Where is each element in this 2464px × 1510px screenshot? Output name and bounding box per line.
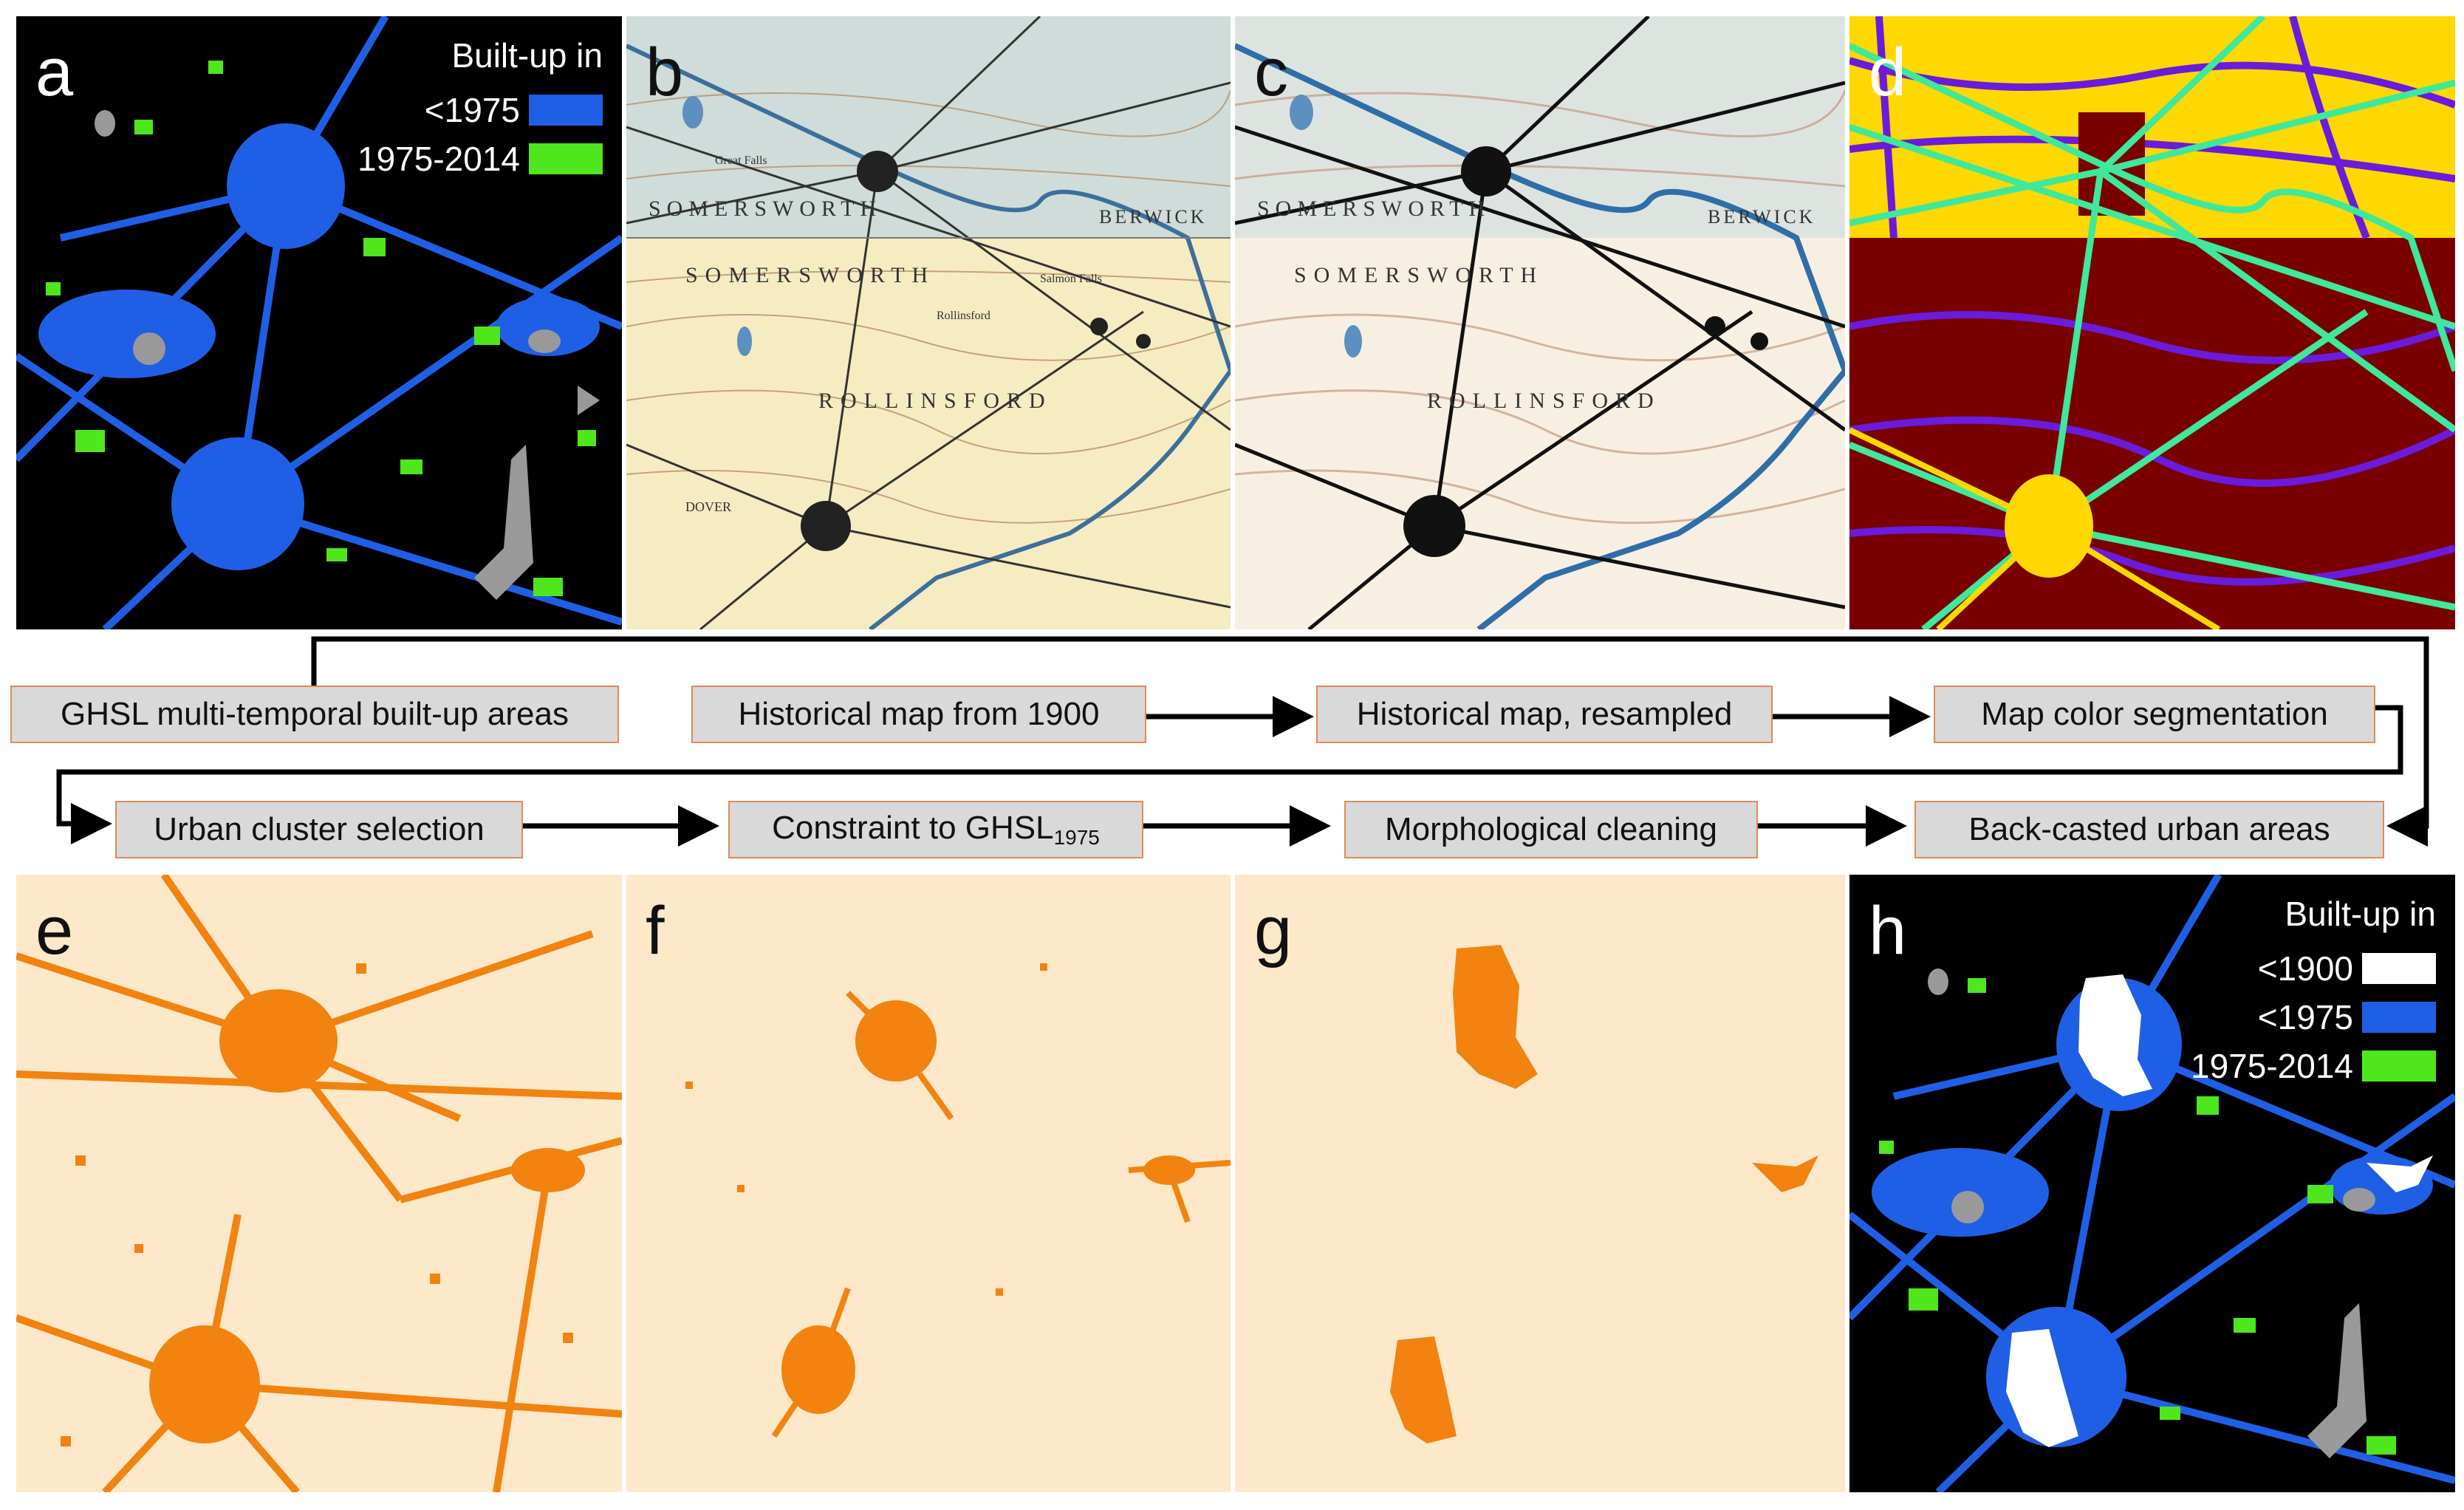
map-label-somersworth: SOMERSWORTH	[1294, 263, 1544, 287]
panel-label-d: d	[1869, 35, 1907, 110]
legend-h-swatch	[2362, 1002, 2436, 1033]
step-constraint-to-ghsl-1975: Constraint to GHSL1975	[728, 801, 1143, 858]
map-label-somersworth-top: SOMERSWORTH	[648, 197, 882, 221]
map-label-salmon-falls: Salmon Falls	[1040, 273, 1102, 285]
legend-h-swatch	[2362, 1050, 2436, 1082]
map-label-berwick: BERWICK	[1708, 206, 1816, 228]
legend-h-item: <1975	[2191, 993, 2436, 1042]
panel-label-f: f	[646, 893, 665, 968]
step-back-casted-urban-areas: Back-casted urban areas	[1914, 801, 2384, 858]
map-label-rollinsford: ROLLINSFORD	[818, 389, 1053, 413]
map-label-somersworth-top: SOMERSWORTH	[1257, 197, 1491, 221]
legend-a-item: 1975-2014	[357, 134, 603, 183]
step-morphological-cleaning: Morphological cleaning	[1344, 801, 1758, 858]
legend-h-label: 1975-2014	[2191, 1047, 2353, 1085]
panel-label-a: a	[35, 35, 74, 110]
panel-f-ghsl-constraint: f	[626, 875, 1231, 1492]
legend-a-swatch	[529, 143, 603, 174]
panel-d-color-segmentation: d	[1849, 16, 2455, 629]
legend-a: Built-up in <1975 1975-2014	[357, 38, 603, 183]
map-label-somersworth: SOMERSWORTH	[685, 263, 935, 287]
panel-b-map-graphic: SOMERSWORTH SOMERSWORTH ROLLINSFORD BERW…	[626, 16, 1231, 629]
step-historical-map-from-1900: Historical map from 1900	[691, 686, 1146, 743]
map-label-dover: DOVER	[685, 499, 731, 514]
panel-label-h: h	[1869, 893, 1907, 968]
legend-a-title: Built-up in	[451, 36, 603, 75]
step-label: Morphological cleaning	[1384, 811, 1718, 847]
legend-a-swatch	[529, 95, 603, 126]
panel-g-morphological-cleaning: g	[1235, 875, 1845, 1492]
panel-label-e: e	[35, 893, 74, 968]
step-label: GHSL multi-temporal built-up areas	[61, 696, 569, 732]
step-label-subscript: 1975	[1053, 826, 1100, 849]
step-label: Historical map from 1900	[738, 696, 1100, 732]
step-label: Urban cluster selection	[154, 811, 485, 847]
legend-h-item: <1900	[2191, 944, 2436, 993]
workflow-connectors	[56, 636, 2429, 847]
step-urban-cluster-selection: Urban cluster selection	[115, 801, 523, 858]
panel-f-cluster-graphic	[685, 963, 1231, 1438]
step-label: Historical map, resampled	[1356, 696, 1733, 732]
step-ghsl-multi-temporal-built-up-areas: GHSL multi-temporal built-up areas	[10, 686, 619, 743]
step-label: Map color segmentation	[1981, 696, 2328, 732]
map-label-great-falls: Great Falls	[715, 154, 767, 167]
panel-b-historical-map: SOMERSWORTH SOMERSWORTH ROLLINSFORD BERW…	[626, 16, 1231, 629]
legend-a-label: <1975	[424, 91, 520, 129]
panel-h-map-graphic	[1849, 875, 2455, 1492]
legend-h-swatch	[2362, 953, 2436, 984]
panel-e-cluster-graphic	[16, 875, 622, 1492]
map-label-rollinsford-small: Rollinsford	[937, 310, 990, 322]
panel-c-resampled-map: SOMERSWORTH SOMERSWORTH ROLLINSFORD BERW…	[1235, 16, 1845, 629]
legend-h-item: 1975-2014	[2191, 1042, 2436, 1090]
legend-a-item: <1975	[357, 86, 603, 134]
legend-a-label: 1975-2014	[357, 140, 520, 178]
step-label: Back-casted urban areas	[1968, 811, 2330, 847]
panel-a-map-graphic	[16, 16, 622, 629]
legend-h: Built-up in <1900 <1975 1975-2014	[2191, 897, 2436, 1090]
panel-g-cluster-graphic	[1390, 945, 1818, 1444]
step-historical-map-resampled: Historical map, resampled	[1316, 686, 1773, 743]
map-label-berwick: BERWICK	[1099, 206, 1207, 228]
panel-e-urban-clusters: e	[16, 875, 622, 1492]
panel-label-c: c	[1254, 35, 1288, 110]
legend-h-label: <1900	[2257, 949, 2353, 988]
legend-h-label: <1975	[2257, 998, 2353, 1036]
panel-c-map-graphic: SOMERSWORTH SOMERSWORTH ROLLINSFORD BERW…	[1235, 16, 1845, 629]
step-label-text: Constraint to GHSL	[772, 810, 1054, 846]
map-label-rollinsford: ROLLINSFORD	[1427, 389, 1661, 413]
legend-h-title: Built-up in	[2285, 895, 2436, 933]
step-label: Constraint to GHSL1975	[772, 810, 1100, 850]
panel-label-b: b	[646, 35, 684, 110]
step-map-color-segmentation: Map color segmentation	[1934, 686, 2375, 743]
panel-label-g: g	[1254, 893, 1293, 968]
panel-a-ghsl-map: a Built-up in <1975 1975-2014	[16, 16, 622, 629]
panel-h-backcasted-map: h Built-up in <1900 <1975 1975-2014	[1849, 875, 2455, 1492]
panel-d-segmentation-graphic	[1849, 16, 2455, 629]
